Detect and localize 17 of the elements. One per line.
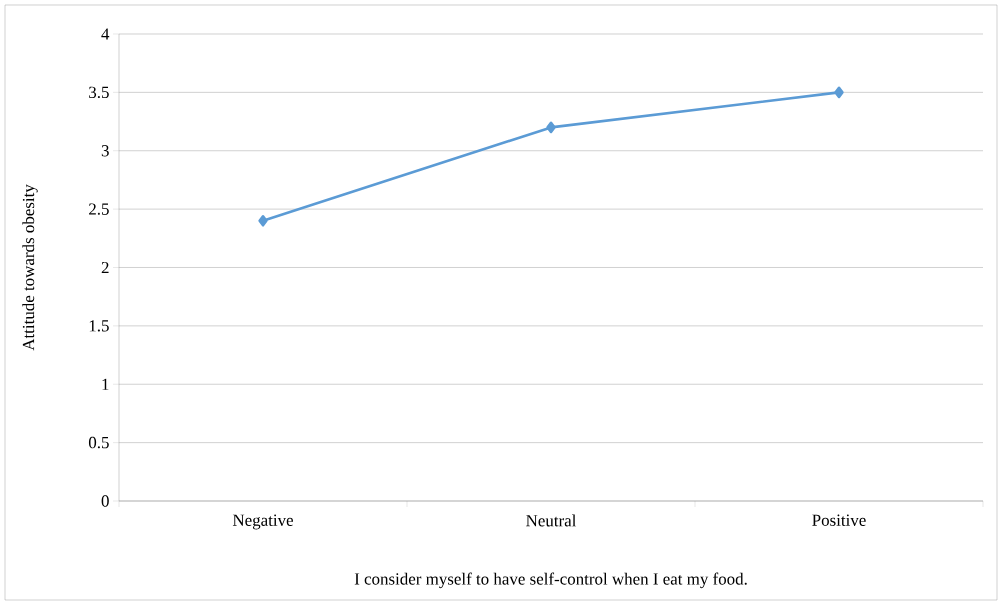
y-tick-label: 2.5: [89, 203, 109, 215]
x-tick-label: Neutral: [526, 514, 577, 527]
y-tick-label: 0.5: [88, 436, 109, 449]
y-tick-label: 4: [101, 28, 110, 40]
point: [546, 121, 556, 134]
x-tick-label: Positive: [812, 514, 866, 526]
y-tick-label: 2: [101, 261, 109, 274]
point: [834, 86, 844, 99]
y-tick-label: 3.5: [89, 86, 109, 99]
x-axis-title: I consider myself to have self-control when I eat my food.: [354, 572, 747, 589]
y-axis-title: Attitude towards obesity: [22, 184, 38, 351]
y-tick-label: 1: [102, 378, 109, 390]
x-tick-label: Negative: [232, 514, 293, 530]
point: [258, 215, 268, 227]
y-tick-label: 1.5: [89, 320, 109, 332]
y-tick-label: 3: [101, 145, 109, 157]
y-tick-label: 0: [101, 495, 109, 507]
